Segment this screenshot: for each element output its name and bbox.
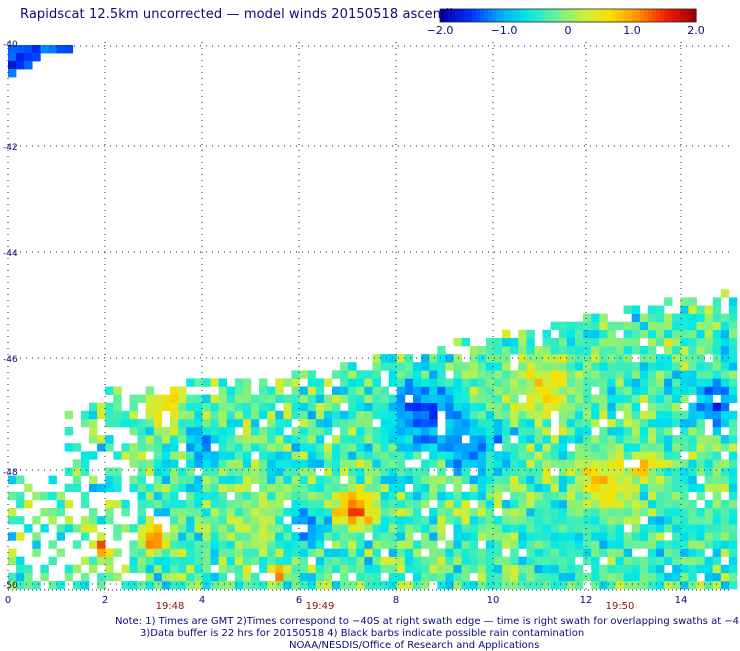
colorbar-tick: −2.0 <box>427 24 454 36</box>
footnote-line-2: 3)Data buffer is 22 hrs for 20150518 4) … <box>140 628 585 639</box>
y-tick: -46 <box>3 355 18 365</box>
y-tick: -48 <box>3 468 18 478</box>
y-tick: -44 <box>3 249 18 259</box>
x-tick: 10 <box>487 595 500 606</box>
map-title: Rapidscat 12.5km uncorrected — model win… <box>20 7 470 22</box>
x-tick: 2 <box>102 595 108 606</box>
x-tick: 0 <box>5 595 11 606</box>
y-tick: -50 <box>3 581 18 591</box>
colorbar-gradient <box>440 9 697 22</box>
x-tick: 8 <box>393 595 399 606</box>
colorbar-tick: 2.0 <box>687 24 705 36</box>
y-tick: -42 <box>3 143 18 153</box>
x-tick: 12 <box>580 595 593 606</box>
colorbar-tick: −1.0 <box>491 24 518 36</box>
x-tick: 14 <box>675 595 688 606</box>
footnote-line-1: Note: 1) Times are GMT 2)Times correspon… <box>115 616 740 627</box>
time-label: 19:50 <box>606 601 635 612</box>
time-label: 19:48 <box>156 601 185 612</box>
colorbar-tick: 1.0 <box>623 24 641 36</box>
x-tick: 6 <box>296 595 302 606</box>
wind-difference-pixels <box>8 45 738 590</box>
y-tick: -40 <box>3 40 18 50</box>
colorbar-tick: 0 <box>565 24 572 36</box>
time-label: 19:49 <box>306 601 335 612</box>
colorbar: −2.0 −1.0 0 1.0 2.0 <box>427 8 705 36</box>
lat-lon-grid <box>7 42 732 591</box>
footnote-line-3: NOAA/NESDIS/Office of Research and Appli… <box>289 640 540 651</box>
x-tick: 4 <box>199 595 205 606</box>
